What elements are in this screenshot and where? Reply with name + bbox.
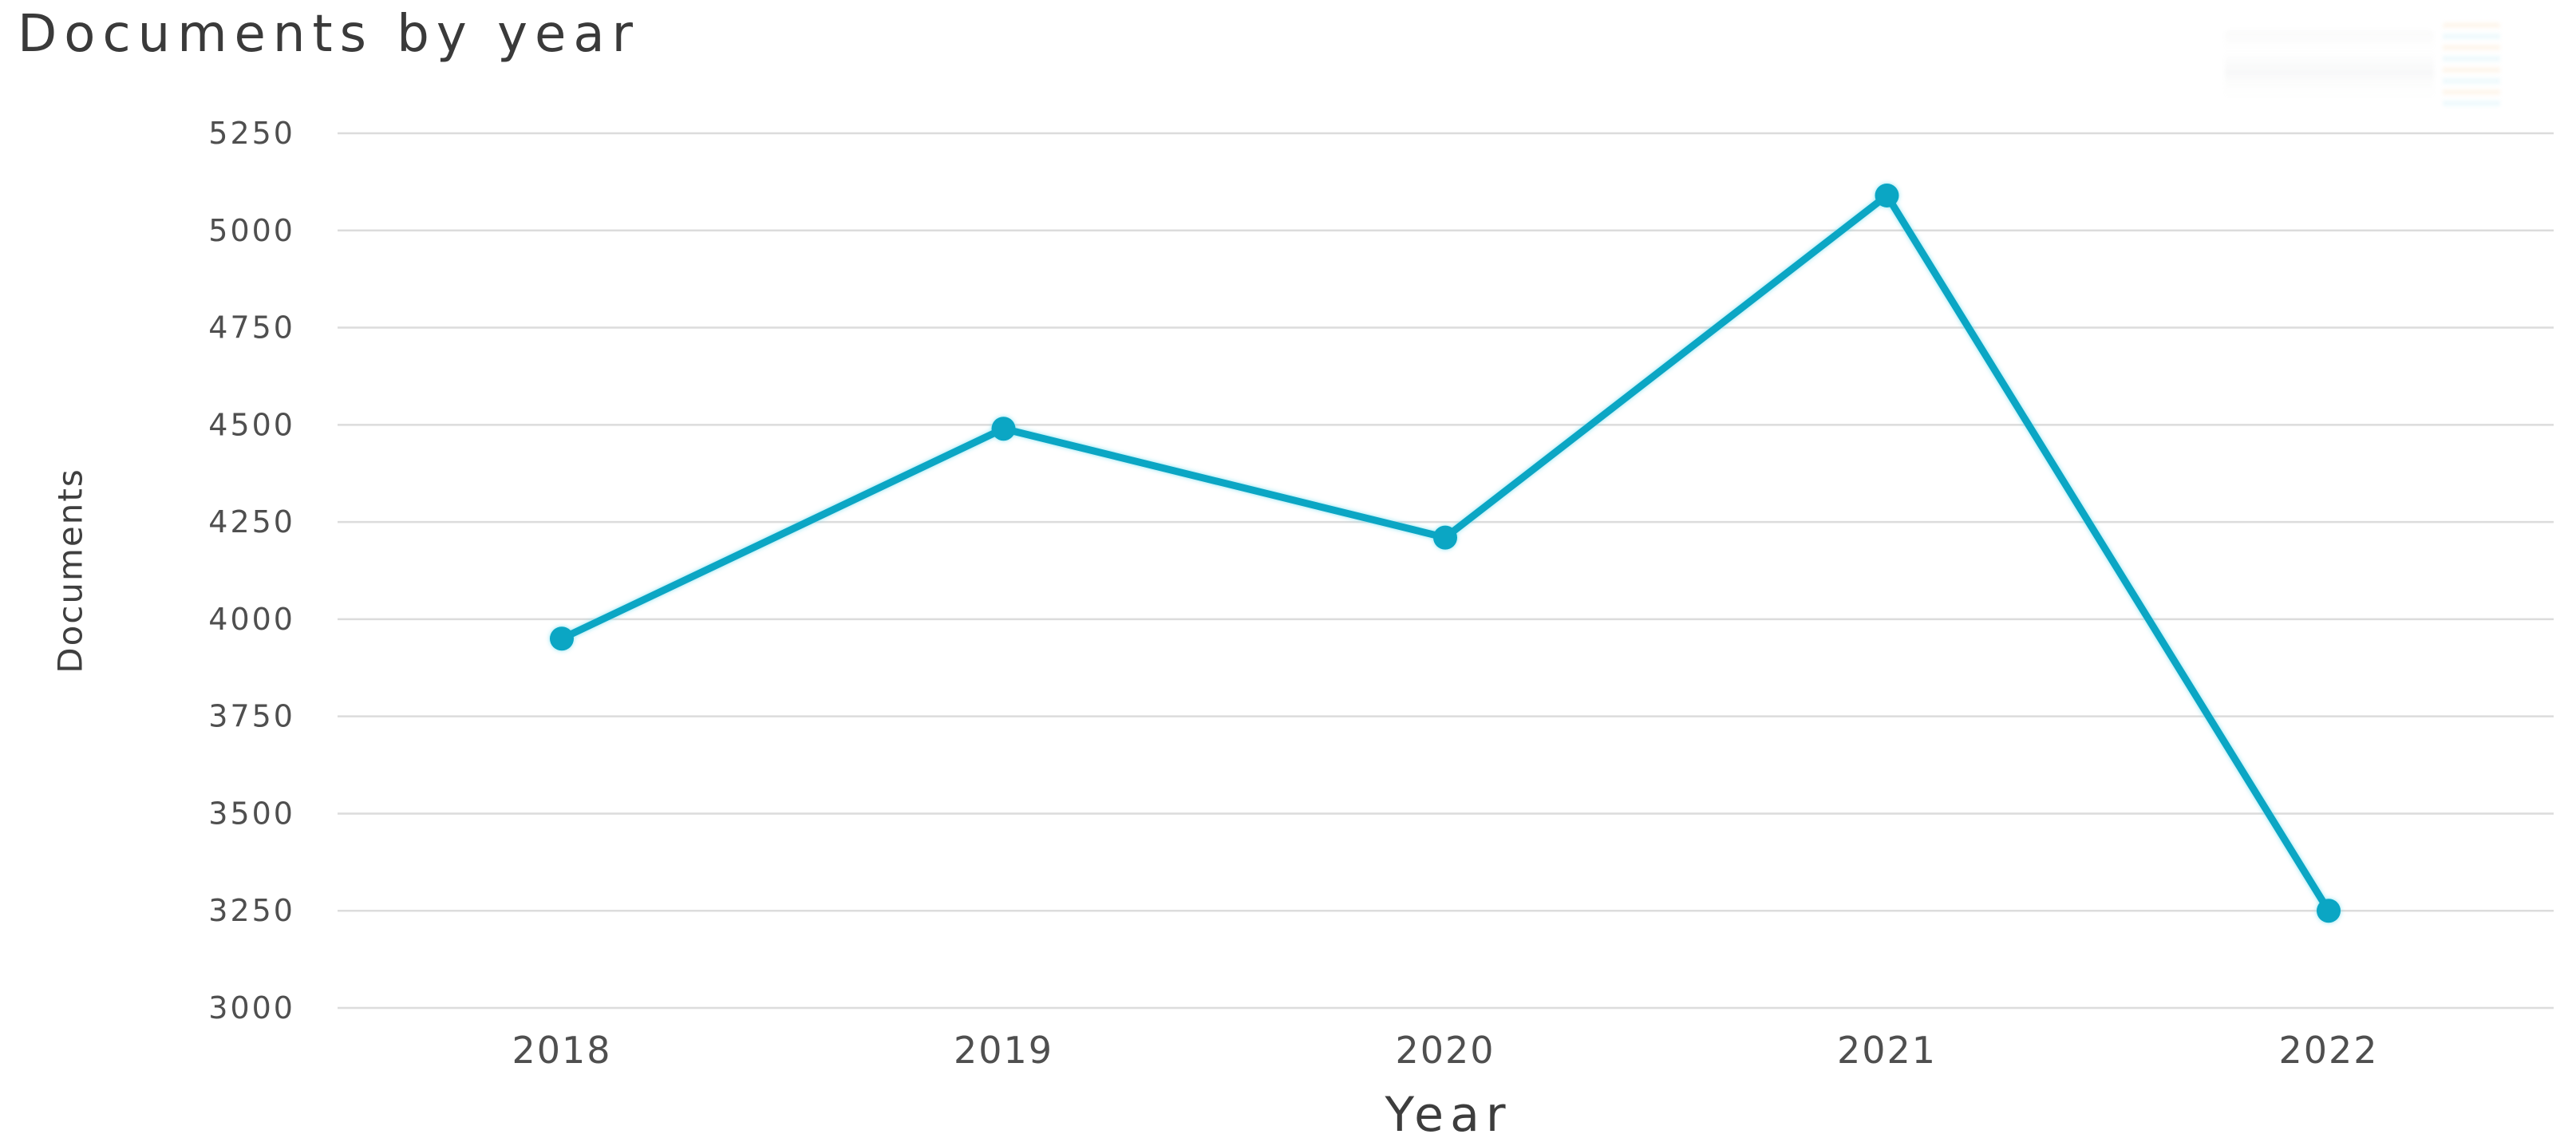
data-point-2022[interactable] [2317,899,2341,923]
y-tick-label-5000: 5000 [208,213,295,248]
y-tick-label-4500: 4500 [208,407,295,442]
y-tick-label-3000: 3000 [208,990,295,1025]
x-tick-label-2022: 2022 [2278,1029,2378,1072]
y-tick-label-3500: 3500 [208,796,295,831]
data-point-2018[interactable] [550,626,574,651]
data-point-2021[interactable] [1875,183,1899,207]
data-point-2019[interactable] [991,417,1016,441]
y-tick-label-4250: 4250 [208,504,295,539]
x-tick-label-2019: 2019 [954,1029,1053,1072]
x-tick-label-2018: 2018 [512,1029,611,1072]
y-tick-label-4000: 4000 [208,602,295,637]
y-tick-label-5250: 5250 [208,116,295,151]
y-tick-labels-group: 5250 5000 4750 4500 4250 4000 3750 3500 3250 3000 [208,116,295,1025]
series-group [550,183,2341,923]
data-point-2020[interactable] [1433,525,1457,550]
x-tick-label-2021: 2021 [1837,1029,1937,1072]
gridlines-group [338,132,2554,1010]
y-tick-label-4750: 4750 [208,310,295,346]
chart-title: Documents by year [18,5,640,64]
y-tick-label-3250: 3250 [208,893,295,928]
x-tick-label-2020: 2020 [1395,1029,1495,1072]
x-axis-title: Year [1385,1087,1512,1142]
series-line-documents [558,192,2333,915]
y-tick-label-3750: 3750 [208,699,295,734]
x-tick-labels-group: 2018 2019 2020 2021 2022 [512,1029,2378,1072]
